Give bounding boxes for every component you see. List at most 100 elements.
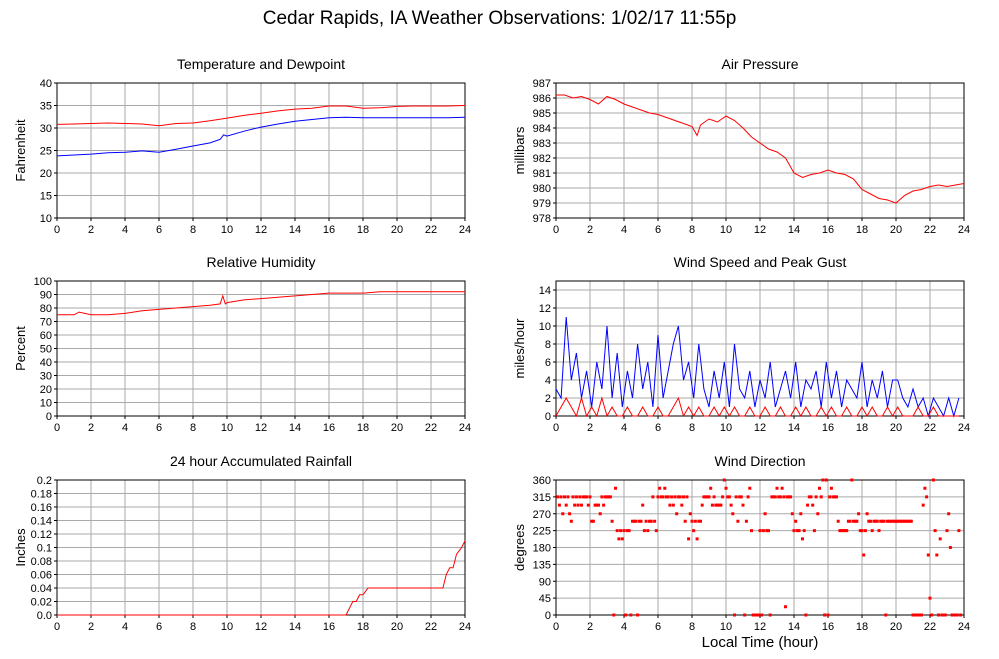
chart-title: Wind Speed and Peak Gust xyxy=(674,254,847,270)
wind-direction-point xyxy=(887,519,891,523)
wind-direction-point xyxy=(561,512,565,516)
wind-direction-point xyxy=(807,495,811,499)
wind-direction-point xyxy=(644,519,648,523)
x-tick-label: 8 xyxy=(190,422,196,434)
y-tick-label: 4 xyxy=(545,375,551,387)
x-tick-label: 16 xyxy=(822,621,834,633)
wind-direction-point xyxy=(942,613,946,617)
y-tick-label: 90 xyxy=(40,290,52,302)
wind-direction-point xyxy=(756,613,760,617)
y-tick-label: 360 xyxy=(533,475,551,487)
wind-direction-point xyxy=(761,529,765,533)
wind-direction-point xyxy=(843,529,847,533)
wind-direction-point xyxy=(755,613,759,617)
wind-direction-point xyxy=(595,503,599,507)
wind-direction-point xyxy=(659,495,663,499)
x-tick-label: 4 xyxy=(621,422,627,434)
x-tick-label: 22 xyxy=(425,224,437,236)
wind-direction-point xyxy=(683,519,687,523)
y-tick-label: 8 xyxy=(545,339,551,351)
wind-direction-point xyxy=(673,495,677,499)
y-tick-label: 10 xyxy=(40,213,52,225)
x-tick-label: 6 xyxy=(655,422,661,434)
chart-title: Relative Humidity xyxy=(207,254,316,270)
wind-direction-point xyxy=(925,495,929,499)
wind-direction-point xyxy=(676,495,680,499)
wind-direction-point xyxy=(695,537,699,541)
wind-direction-point xyxy=(615,529,619,533)
wind-direction-point xyxy=(744,519,748,523)
y-tick-label: 45 xyxy=(539,593,551,605)
wind-direction-point xyxy=(790,512,794,516)
wind-direction-point xyxy=(622,529,626,533)
wind-direction-point xyxy=(586,503,590,507)
x-tick-label: 4 xyxy=(122,224,128,236)
wind-direction-point xyxy=(658,486,662,490)
wind-direction-point xyxy=(675,512,679,516)
wind-direction-point xyxy=(719,503,723,507)
x-tick-label: 18 xyxy=(357,422,369,434)
wind-direction-point xyxy=(710,503,714,507)
wind-direction-point xyxy=(653,519,657,523)
wind-direction-point xyxy=(603,495,607,499)
x-tick-label: 8 xyxy=(689,224,695,236)
wind-direction-point xyxy=(682,495,685,499)
wind-direction-point xyxy=(818,486,821,490)
wind-direction-point xyxy=(707,495,711,499)
wind-direction-point xyxy=(884,613,888,617)
wind-direction-point xyxy=(789,495,793,499)
wind-direction-point xyxy=(882,519,886,523)
wind-direction-point xyxy=(760,613,764,617)
wind-direction-point xyxy=(580,503,583,507)
x-tick-label: 14 xyxy=(788,621,800,633)
wind-direction-point xyxy=(931,478,935,482)
y-tick-label: 30 xyxy=(40,371,52,383)
wind-direction-point xyxy=(897,519,901,523)
wind-direction-point xyxy=(670,495,674,499)
wind-direction-point xyxy=(610,519,614,523)
wind-direction-point xyxy=(775,486,779,490)
wind-direction-point xyxy=(863,529,867,533)
wind-direction-point xyxy=(933,529,937,533)
wind-direction-point xyxy=(763,512,767,516)
wind-direction-point xyxy=(639,519,643,523)
x-tick-label: 24 xyxy=(459,621,471,633)
chart-title: Wind Direction xyxy=(714,453,805,469)
y-tick-label: 35 xyxy=(40,101,52,113)
wind-direction-point xyxy=(607,495,611,499)
wind-direction-point xyxy=(588,495,592,499)
wind-direction-point xyxy=(743,613,747,617)
wind-direction-point xyxy=(875,519,879,523)
wind-direction-point xyxy=(920,613,923,617)
wind-direction-point xyxy=(727,495,731,499)
x-tick-label: 18 xyxy=(357,224,369,236)
y-tick-label: 70 xyxy=(40,317,52,329)
y-tick-label: 60 xyxy=(40,330,52,342)
y-tick-label: 90 xyxy=(539,576,551,588)
wind-direction-point xyxy=(828,495,832,499)
wind-direction-point xyxy=(770,495,774,499)
series-line-pres-0 xyxy=(556,94,965,204)
x-tick-label: 14 xyxy=(289,224,301,236)
wind-direction-point xyxy=(600,495,604,499)
wind-direction-point xyxy=(724,486,728,490)
y-tick-label: 10 xyxy=(40,398,52,410)
chart-title: Air Pressure xyxy=(721,56,798,72)
wind-direction-point xyxy=(812,529,816,533)
wind-direction-point xyxy=(908,519,912,523)
x-tick-label: 18 xyxy=(856,224,868,236)
wind-direction-point xyxy=(641,503,645,507)
wind-direction-point xyxy=(709,486,713,490)
x-tick-label: 22 xyxy=(924,422,936,434)
wind-direction-point xyxy=(773,495,777,499)
wind-direction-point xyxy=(784,605,787,609)
wind-direction-point xyxy=(566,495,570,499)
x-tick-label: 10 xyxy=(720,224,732,236)
wind-direction-point xyxy=(794,519,798,523)
wind-direction-point xyxy=(877,529,881,533)
wind-direction-point xyxy=(654,529,658,533)
series-line-rain-0 xyxy=(57,540,466,616)
x-tick-label: 16 xyxy=(822,422,834,434)
y-tick-label: 0.04 xyxy=(31,583,52,595)
wind-direction-point xyxy=(782,495,786,499)
